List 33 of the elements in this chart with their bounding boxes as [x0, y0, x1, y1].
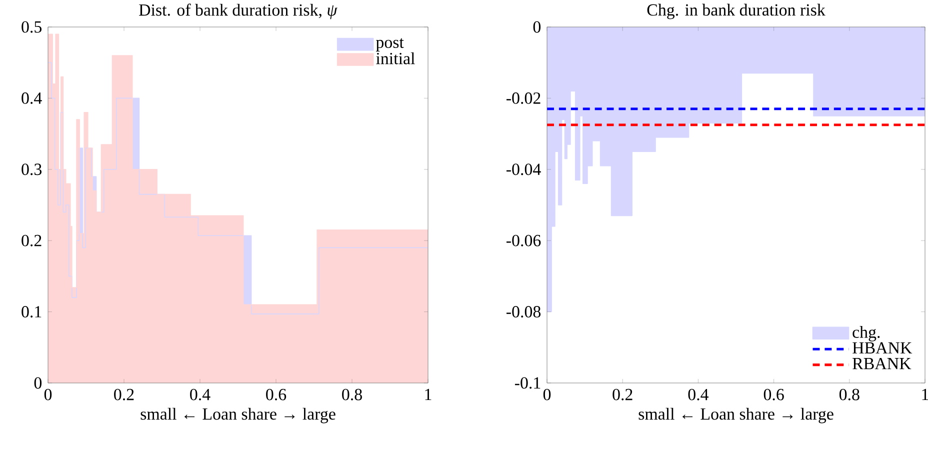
y-tick-label: -0.1 — [514, 377, 540, 389]
x-tick-label: 0.6 — [764, 388, 784, 400]
x-tick-label: 1 — [425, 388, 432, 400]
legend-label: post — [376, 38, 404, 52]
legend-label: HBANK — [852, 342, 912, 354]
x-axis-title: small ← Loan share → large — [140, 408, 336, 424]
x-tick-label: 0.4 — [190, 388, 210, 400]
y-tick-label: 0.4 — [22, 92, 42, 104]
x-tick-label: 0.6 — [266, 388, 286, 400]
y-tick-label: 0.3 — [22, 164, 42, 176]
y-tick-label: -0.06 — [506, 234, 541, 246]
x-tick-label: 0.8 — [342, 388, 362, 400]
chart-title: Chg. in bank duration risk — [647, 4, 826, 20]
legend-label: RBANK — [852, 358, 912, 370]
legend-label: initial — [376, 52, 415, 64]
chart-title: Dist. of bank duration risk, ψ — [139, 4, 338, 20]
x-tick-label: 0.2 — [612, 388, 632, 400]
x-tick-label: 0.8 — [839, 388, 860, 400]
x-tick-label: 0 — [543, 388, 551, 400]
y-tick-label: 0.5 — [22, 21, 42, 33]
y-tick-label: -0.04 — [506, 164, 541, 176]
x-tick-label: 0 — [44, 388, 52, 400]
y-tick-label: -0.08 — [506, 306, 541, 318]
x-tick-label: 0.2 — [114, 388, 134, 400]
x-tick-label: 1 — [922, 388, 928, 400]
y-tick-label: -0.02 — [506, 92, 540, 104]
x-tick-label: 0.4 — [688, 388, 709, 400]
y-tick-label: 0 — [34, 377, 42, 389]
y-tick-label: 0.1 — [22, 306, 42, 318]
y-tick-label: 0.2 — [22, 234, 42, 246]
x-axis-title: small ← Loan share → large — [638, 408, 834, 424]
legend-label: chg. — [852, 326, 880, 342]
y-tick-label: 0 — [533, 21, 541, 33]
